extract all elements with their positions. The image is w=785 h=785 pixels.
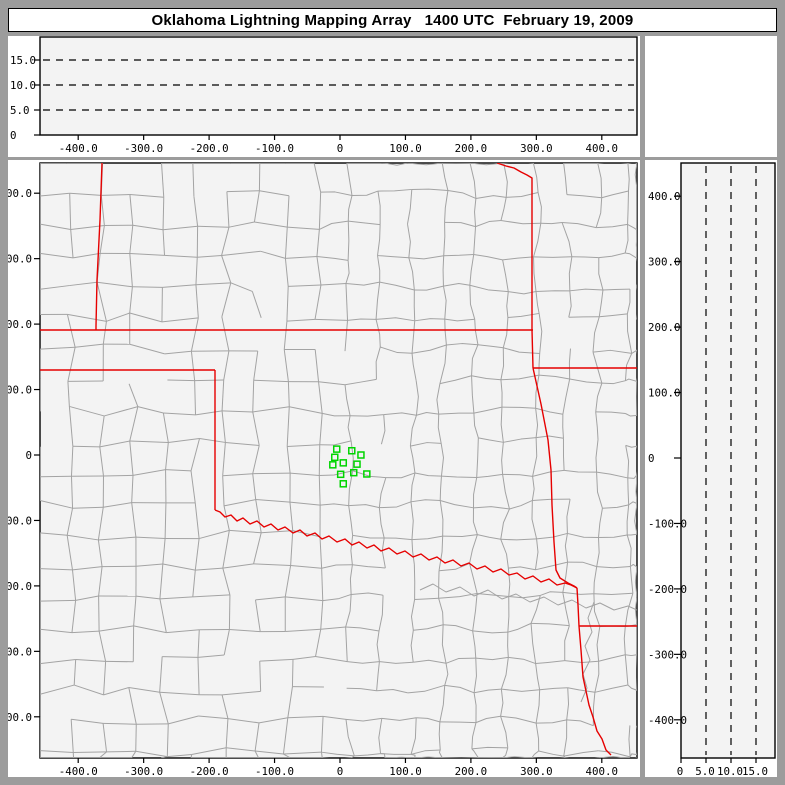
- blank-corner-panel: [645, 36, 777, 157]
- state-borders: [40, 163, 637, 756]
- svg-text:-200.0: -200.0: [190, 765, 229, 777]
- county-boundaries: [40, 163, 637, 758]
- altitude-ns-plot[interactable]: 400.0 300.0 200.0 100.0 0 -100.0 -200.0 -300.0 -…: [645, 160, 777, 777]
- svg-text:-100.0: -100.0: [255, 142, 294, 155]
- ns-alt-axis-labels: 400.0 300.0 200.0 100.0 0 -100.0 -200.0 -300.0 -…: [648, 190, 768, 777]
- map-panel: 400.0 300.0 200.0 100.0 0 -100.0 -200.0 -300.0 -…: [8, 160, 640, 777]
- lma-station-markers: [329, 445, 371, 488]
- title-text: Oklahoma Lightning Mapping Array 1400 UT…: [151, 11, 634, 29]
- svg-text:200.0: 200.0: [8, 318, 32, 331]
- svg-text:200.0: 200.0: [455, 142, 488, 155]
- svg-text:5.0: 5.0: [695, 765, 715, 777]
- svg-text:200.0: 200.0: [648, 321, 681, 334]
- svg-text:400.0: 400.0: [8, 187, 32, 200]
- svg-text:200.0: 200.0: [455, 765, 488, 777]
- svg-text:300.0: 300.0: [8, 253, 32, 266]
- svg-text:400.0: 400.0: [586, 765, 619, 777]
- station-marker: [332, 445, 341, 453]
- svg-text:0: 0: [337, 765, 344, 777]
- svg-text:-400.0: -400.0: [648, 714, 687, 727]
- svg-text:-100.0: -100.0: [8, 514, 32, 527]
- svg-text:0: 0: [337, 142, 344, 155]
- svg-text:15.0: 15.0: [10, 54, 36, 67]
- svg-text:300.0: 300.0: [648, 256, 681, 269]
- title-bar: Oklahoma Lightning Mapping Array 1400 UT…: [8, 8, 777, 32]
- station-marker: [357, 451, 365, 459]
- svg-text:-300.0: -300.0: [124, 765, 163, 777]
- svg-text:0: 0: [677, 765, 684, 777]
- svg-text:100.0: 100.0: [389, 142, 422, 155]
- altitude-ew-panel: 0 5.0 10.0 15.0 -400.0 -300.0 -200.0 -100.0 0 100…: [8, 36, 640, 157]
- svg-text:-400.0: -400.0: [59, 765, 98, 777]
- ew-alt-axis-labels: 0 5.0 10.0 15.0 -400.0 -300.0 -200.0 -100.0 0 100…: [10, 54, 618, 155]
- svg-text:0: 0: [10, 129, 17, 142]
- station-marker: [336, 470, 345, 479]
- svg-text:-100.0: -100.0: [255, 765, 294, 777]
- svg-text:100.0: 100.0: [389, 765, 422, 777]
- map-plot[interactable]: 400.0 300.0 200.0 100.0 0 -100.0 -200.0 -300.0 -…: [8, 160, 640, 777]
- map-axis-labels: 400.0 300.0 200.0 100.0 0 -100.0 -200.0 -300.0 -…: [8, 187, 618, 777]
- station-marker: [353, 460, 361, 468]
- altitude-ns-panel: 400.0 300.0 200.0 100.0 0 -100.0 -200.0 -300.0 -…: [645, 160, 777, 777]
- station-marker: [349, 468, 358, 477]
- svg-text:-300.0: -300.0: [8, 645, 32, 658]
- svg-text:5.0: 5.0: [10, 104, 30, 117]
- svg-text:300.0: 300.0: [520, 765, 553, 777]
- station-marker: [329, 461, 337, 469]
- svg-text:15.0: 15.0: [742, 765, 768, 777]
- svg-text:0: 0: [25, 449, 32, 462]
- svg-text:400.0: 400.0: [648, 190, 681, 203]
- station-marker: [348, 446, 356, 455]
- svg-text:-200.0: -200.0: [648, 583, 687, 596]
- station-marker: [339, 459, 348, 467]
- svg-text:300.0: 300.0: [520, 142, 553, 155]
- svg-text:-400.0: -400.0: [59, 142, 98, 155]
- svg-text:10.0: 10.0: [10, 79, 36, 92]
- station-marker: [363, 470, 371, 478]
- svg-text:0: 0: [648, 452, 655, 465]
- station-marker: [339, 480, 348, 488]
- svg-text:-400.0: -400.0: [8, 711, 32, 724]
- altitude-ew-plot[interactable]: 0 5.0 10.0 15.0 -400.0 -300.0 -200.0 -100.0 0 100…: [8, 36, 640, 157]
- svg-text:-200.0: -200.0: [190, 142, 229, 155]
- svg-text:-300.0: -300.0: [648, 648, 687, 661]
- svg-text:100.0: 100.0: [648, 387, 681, 400]
- svg-text:100.0: 100.0: [8, 384, 32, 397]
- river-lines: [419, 583, 637, 703]
- svg-text:10.0: 10.0: [717, 765, 743, 777]
- svg-text:400.0: 400.0: [586, 142, 619, 155]
- svg-text:-200.0: -200.0: [8, 580, 32, 593]
- station-marker: [331, 453, 339, 462]
- svg-text:-100.0: -100.0: [648, 517, 687, 530]
- svg-text:-300.0: -300.0: [124, 142, 163, 155]
